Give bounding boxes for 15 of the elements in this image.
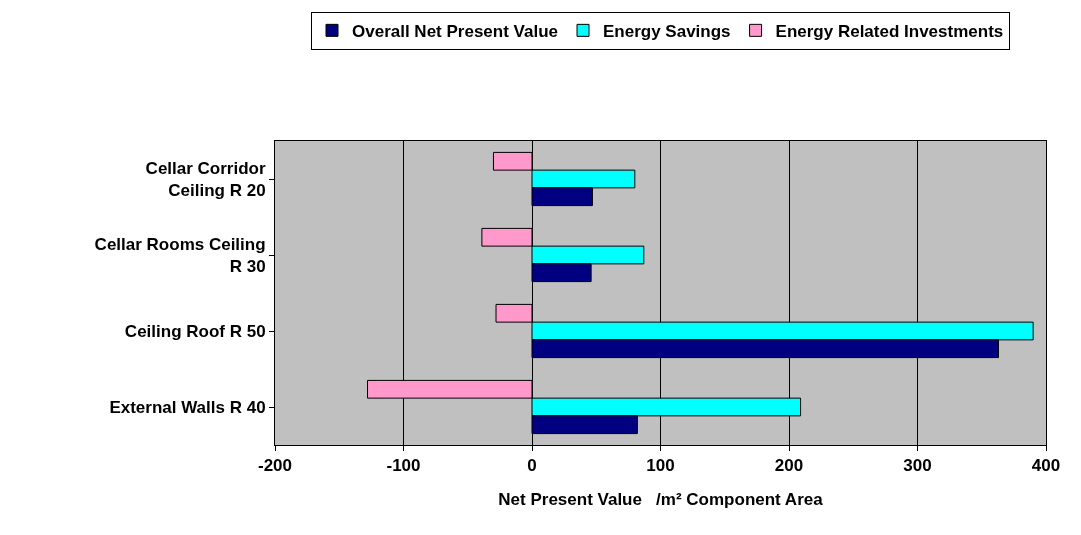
y-tick-label: Cellar Rooms Ceiling R 30 [94,234,266,276]
x-tick-label: 200 [774,456,804,476]
legend-label: Energy Related Investments [775,21,1004,41]
x-tick-label: -200 [257,456,293,476]
x-tick-label: -100 [386,456,421,476]
x-tick-label: 300 [903,456,932,476]
x-tick-label: 0 [527,456,537,476]
legend-label: Overall Net Present Value [352,21,558,41]
x-tick-label: 400 [1031,456,1061,476]
y-tick-label: Ceiling Roof R 50 [124,321,266,341]
x-axis-title: Net Present Value /m² Component Area [498,489,824,509]
y-tick-label: Cellar Corridor Ceiling R 20 [145,158,266,200]
x-tick-label: 100 [646,456,675,476]
y-tick-label: External Walls R 40 [109,397,266,417]
legend-label: Energy Savings [603,21,731,41]
